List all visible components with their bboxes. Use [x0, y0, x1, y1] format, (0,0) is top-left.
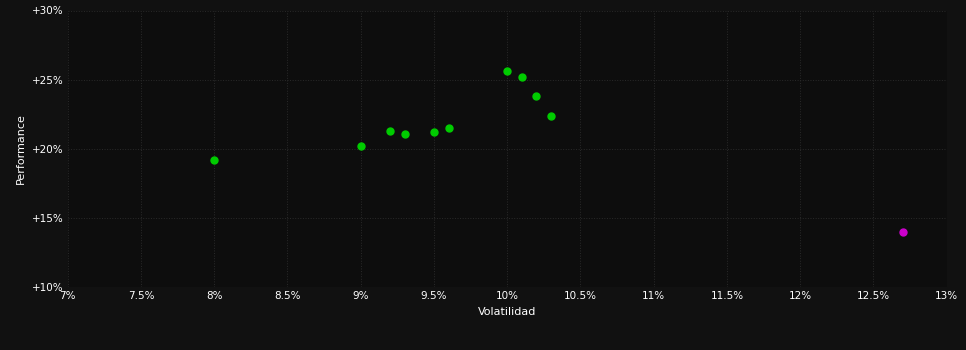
- Point: [353, 143, 368, 149]
- Point: [397, 131, 412, 136]
- Point: [426, 130, 441, 135]
- Point: [383, 128, 398, 134]
- Point: [499, 69, 515, 74]
- Y-axis label: Performance: Performance: [16, 113, 26, 184]
- Point: [543, 113, 558, 118]
- Point: [528, 93, 544, 99]
- Point: [514, 74, 529, 80]
- Point: [207, 157, 222, 163]
- Point: [895, 229, 910, 234]
- X-axis label: Volatilidad: Volatilidad: [478, 307, 536, 317]
- Point: [440, 125, 456, 131]
